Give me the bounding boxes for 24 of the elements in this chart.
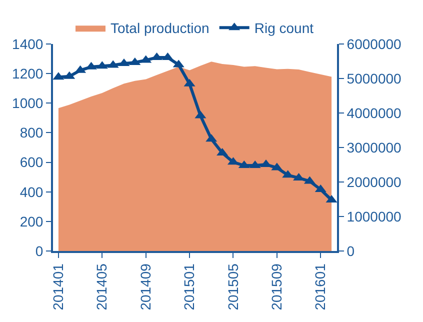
y-tick-label: 800: [20, 124, 44, 141]
y-tick-label: 1400: [12, 36, 44, 52]
x-tick-label: 201509: [268, 263, 284, 310]
y-tick-label: 400: [20, 184, 44, 200]
legend-label: Total production: [110, 20, 210, 36]
y2-tick-label: 5000000: [346, 70, 402, 86]
y2-tick-label: 4000000: [346, 104, 402, 121]
y2-tick-label: 1000000: [346, 208, 402, 224]
y-tick-label: 200: [20, 213, 44, 230]
y2-tick-label: 3000000: [346, 139, 402, 156]
y-tick-label: 0: [35, 242, 44, 259]
y2-tick-label: 0: [346, 242, 355, 259]
x-tick-label: 201505: [224, 263, 241, 310]
x-tick-label: 201601: [312, 263, 328, 310]
x-tick-label: 201501: [181, 263, 198, 310]
y-tick-label: 600: [20, 154, 44, 170]
y2-tick-label: 2000000: [346, 174, 402, 190]
y2-tick-label: 6000000: [346, 36, 402, 52]
x-tick-label: 201401: [50, 263, 66, 310]
legend-label: Rig count: [254, 20, 314, 36]
x-tick-label: 201405: [94, 263, 110, 310]
y-tick-label: 1000: [12, 95, 44, 112]
y-tick-label: 1200: [12, 65, 44, 82]
x-tick-label: 201409: [137, 263, 154, 310]
